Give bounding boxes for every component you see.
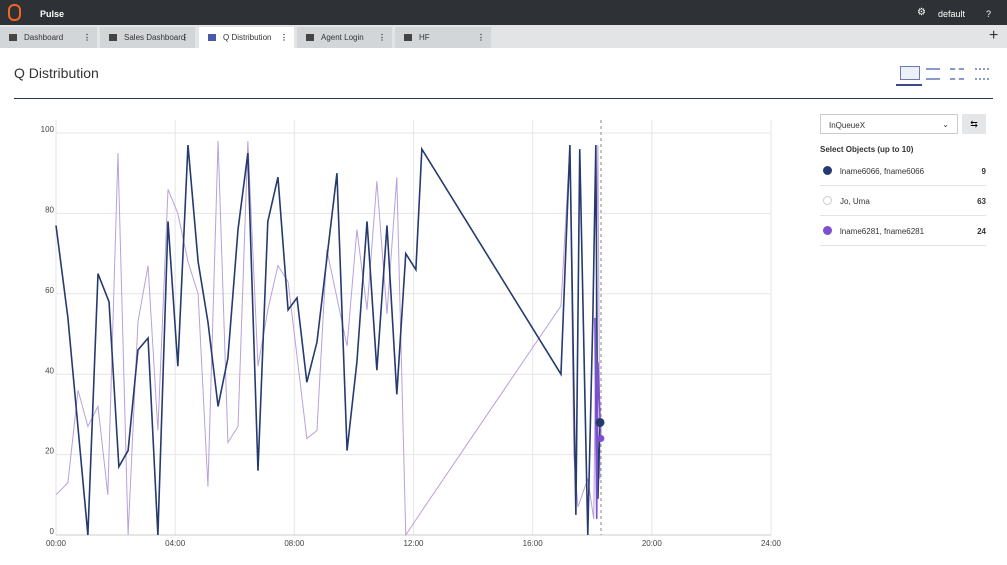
help[interactable]: ?: [986, 9, 992, 19]
add-tab[interactable]: +: [989, 27, 999, 44]
tab[interactable]: Sales Dashboard ⋮: [100, 27, 195, 48]
object-count: 63: [977, 197, 986, 206]
tab-bar: Dashboard ⋮ Sales Dashboard ⋮ Q Distributi…: [0, 25, 1007, 48]
user-menu[interactable]: default: [938, 9, 966, 19]
series-line: [594, 317, 602, 519]
tab-label: Dashboard: [24, 33, 64, 42]
chart: 0 20 40 60 80 100 00:00 04:00 08:00 12:00 16:00 20:…: [41, 120, 782, 548]
x-tick-label: 04:00: [165, 539, 186, 548]
metric-select[interactable]: InQueueX ⌄: [820, 114, 958, 134]
tab-label: Agent Login: [321, 33, 364, 42]
swap-button[interactable]: ⇆: [962, 114, 986, 134]
end-marker: [597, 435, 605, 443]
object-item[interactable]: lname6281, fname6281 24: [820, 217, 986, 246]
object-item[interactable]: Jo, Uma 63: [820, 187, 986, 216]
tab[interactable]: Agent Login ⋮: [297, 27, 392, 48]
select-label: Select Objects (up to 10): [820, 145, 914, 154]
x-tick-label: 20:00: [642, 539, 663, 548]
end-marker: [595, 417, 605, 427]
y-tick-label: 40: [45, 366, 54, 375]
view-grid[interactable]: [975, 68, 989, 80]
tab-label: Sales Dashboard: [124, 33, 186, 42]
metric-label: InQueueX: [829, 121, 866, 130]
settings-icon[interactable]: ⚙: [917, 7, 926, 18]
y-tick-label: 80: [45, 206, 54, 215]
x-tick-label: 12:00: [403, 539, 424, 548]
x-tick-label: 16:00: [523, 539, 544, 548]
legend-label: Jo, Uma: [840, 197, 870, 206]
object-count: 9: [981, 167, 986, 176]
object-item[interactable]: lname6066, fname6066 9: [820, 157, 986, 186]
tab[interactable]: Q Distribution ⋮: [199, 27, 294, 48]
x-tick-label: 08:00: [284, 539, 305, 548]
legend-label: lname6066, fname6066: [840, 167, 925, 176]
y-tick-label: 20: [45, 447, 54, 456]
series-line: [55, 144, 601, 536]
legend-marker: [823, 166, 832, 175]
legend-marker: [823, 226, 832, 235]
tab[interactable]: HF ⋮: [395, 27, 491, 48]
title-rule: [14, 98, 993, 99]
tab-label: HF: [419, 33, 430, 42]
object-count: 24: [977, 227, 986, 236]
y-tick-label: 0: [50, 527, 55, 536]
view-line[interactable]: [900, 66, 920, 80]
tab-label: Q Distribution: [223, 33, 272, 42]
y-tick-label: 100: [41, 125, 55, 134]
x-tick-label: 00:00: [46, 539, 67, 548]
legend-label: lname6281, fname6281: [840, 227, 925, 236]
logo: [8, 4, 21, 21]
y-tick-label: 60: [45, 286, 54, 295]
legend-marker: [823, 196, 832, 205]
view-stack[interactable]: [950, 68, 964, 80]
page-title: Q Distribution: [14, 65, 99, 81]
view-bar[interactable]: [926, 68, 940, 80]
series-line: [55, 141, 601, 537]
x-tick-label: 24:00: [761, 539, 782, 548]
tab[interactable]: Dashboard ⋮: [0, 27, 97, 48]
app-bar: Pulse ⚙ default ?: [0, 0, 1007, 25]
view-underline: [896, 84, 922, 86]
app-title: Pulse: [40, 9, 65, 19]
